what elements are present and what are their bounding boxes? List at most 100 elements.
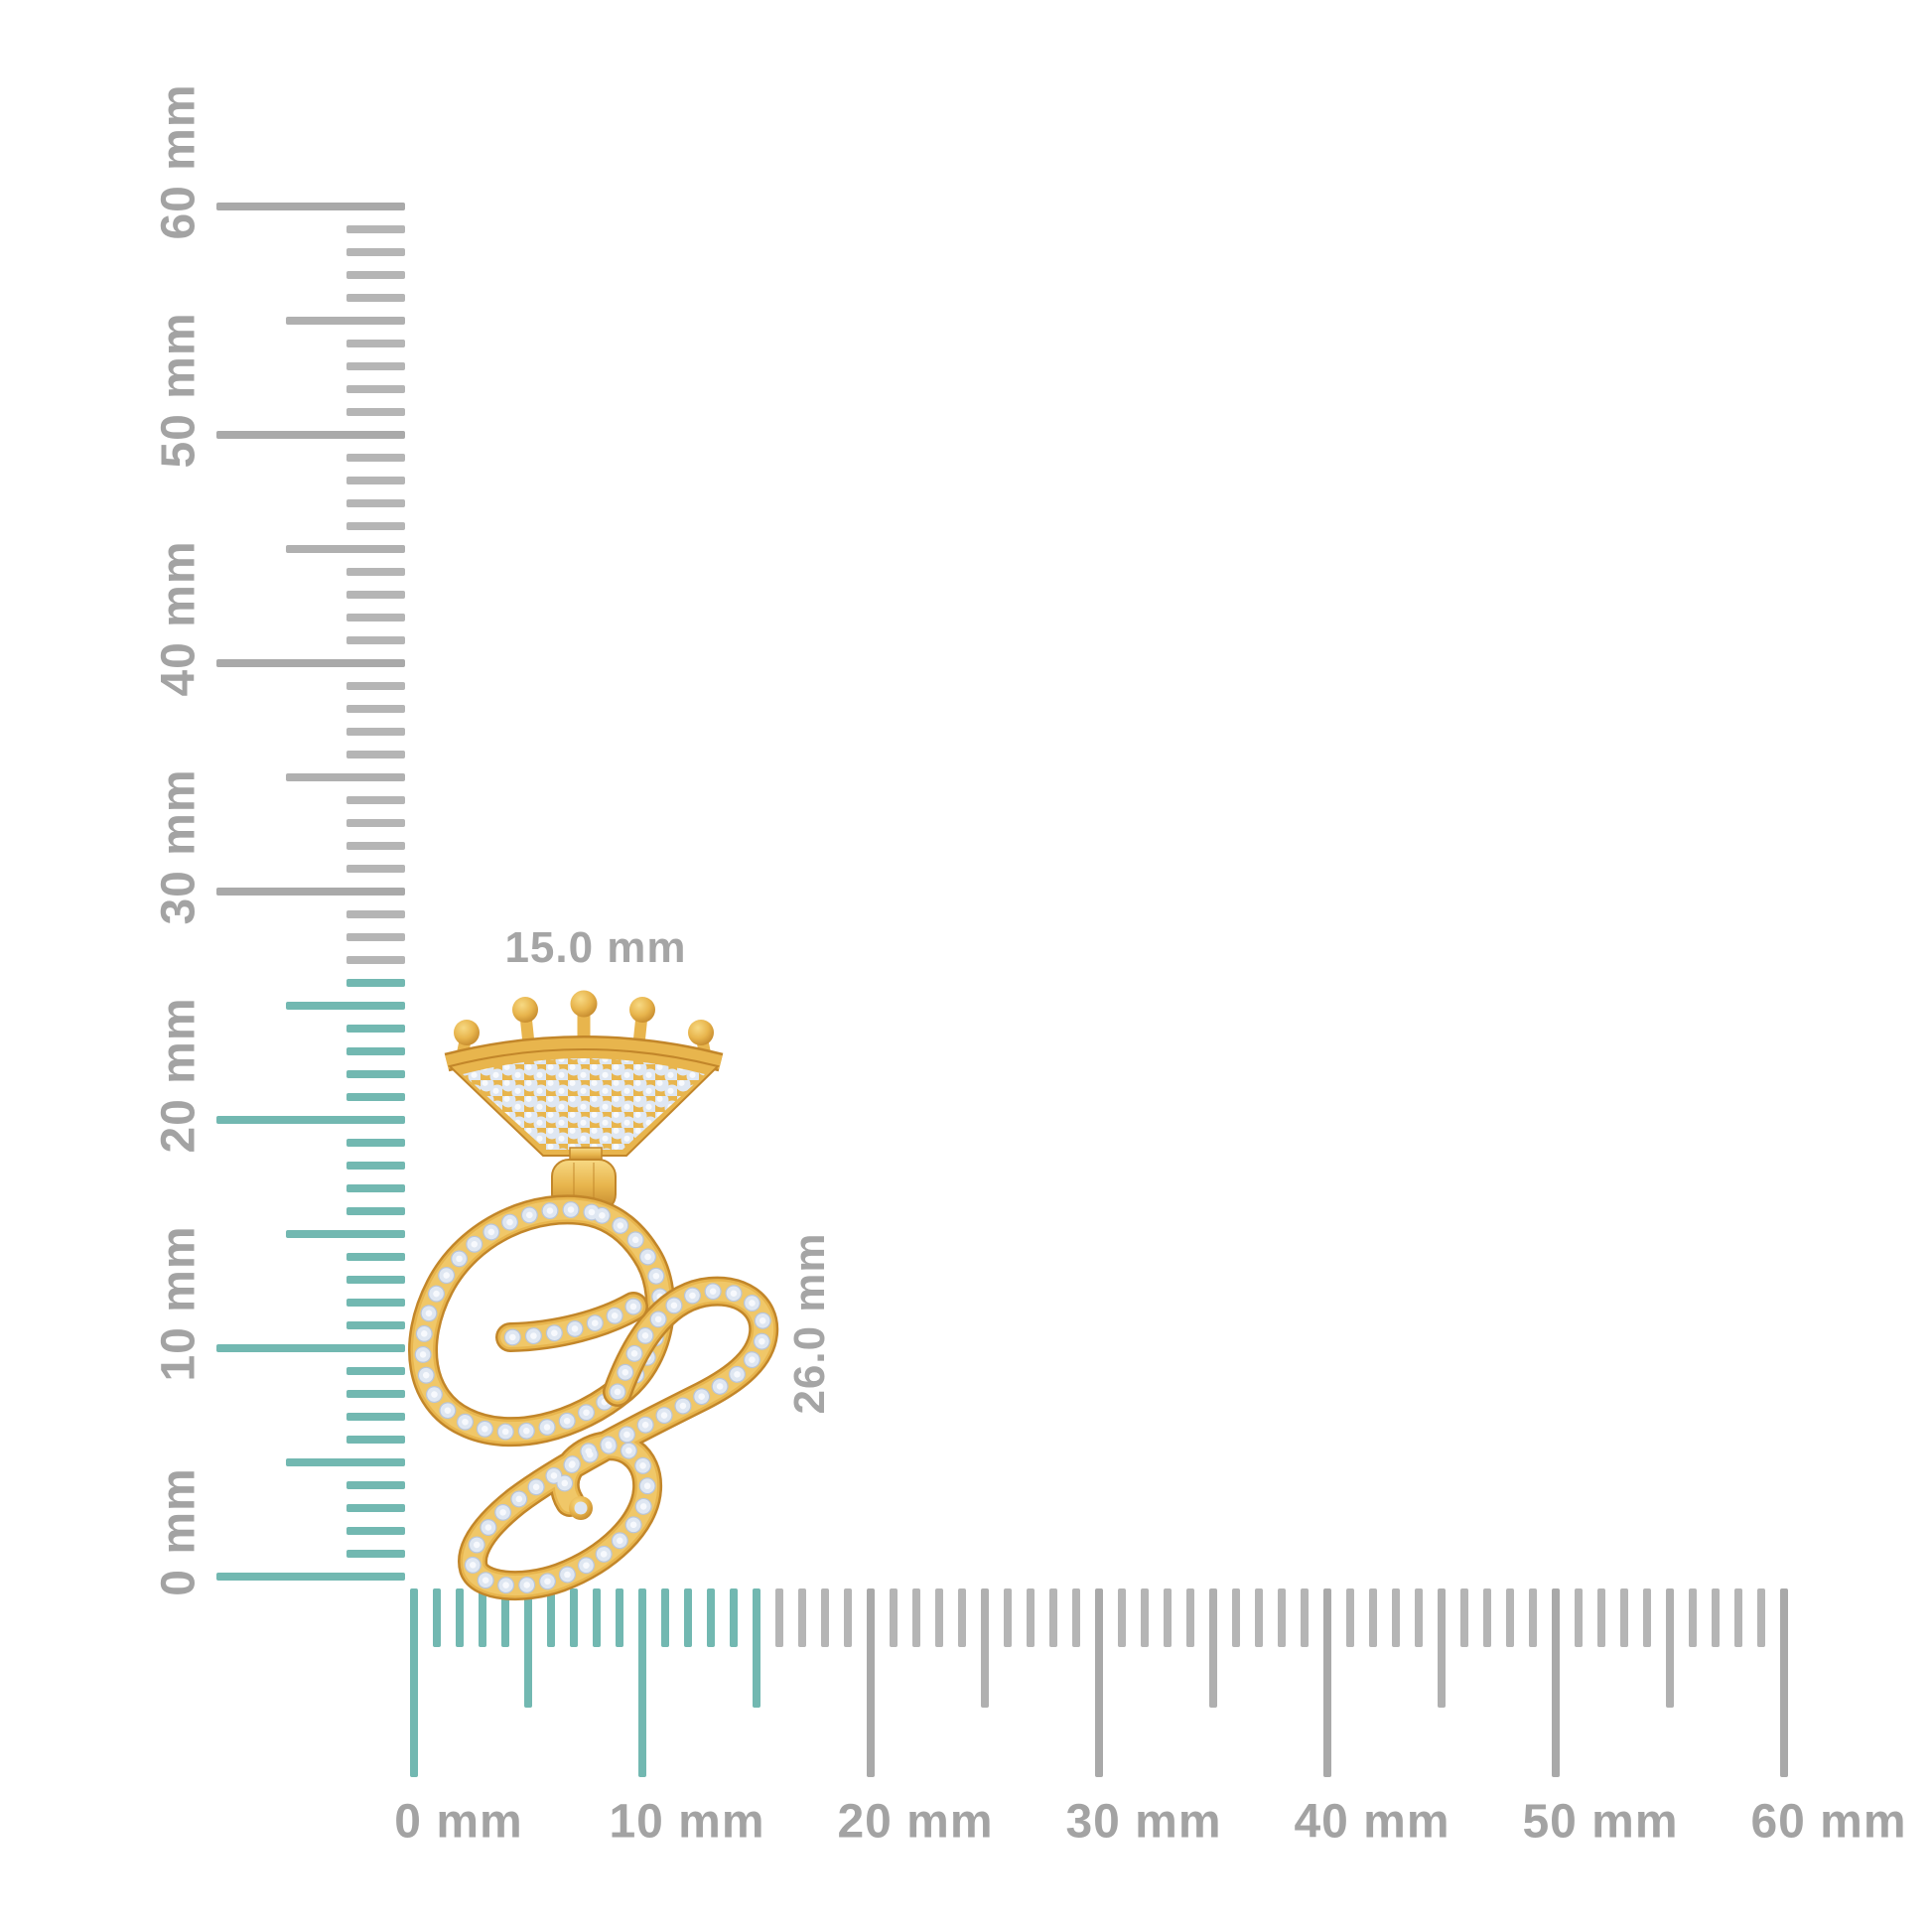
v-tick-40mm-major	[216, 659, 405, 667]
v-tick-51mm-minor	[346, 408, 405, 416]
h-tick-29mm-minor	[1072, 1588, 1080, 1647]
v-tick-29mm-minor	[346, 910, 405, 918]
v-tick-37mm-minor	[346, 728, 405, 736]
h-tick-40mm-major	[1323, 1588, 1331, 1777]
v-tick-30mm-major	[216, 888, 405, 896]
v-tick-1mm-minor	[346, 1550, 405, 1558]
h-tick-8mm-minor	[593, 1588, 601, 1647]
h-ruler-label-40mm: 40 mm	[1294, 1795, 1450, 1849]
crown-ball	[454, 1020, 480, 1045]
v-tick-35mm-medium	[286, 773, 405, 781]
v-tick-14mm-minor	[346, 1253, 405, 1261]
crown-stem	[519, 1005, 535, 1054]
crown-ornament	[444, 990, 724, 1157]
v-tick-18mm-minor	[346, 1162, 405, 1170]
crown-ball	[570, 990, 598, 1018]
h-tick-44mm-minor	[1415, 1588, 1423, 1647]
h-tick-57mm-minor	[1712, 1588, 1720, 1647]
v-tick-12mm-minor	[346, 1299, 405, 1307]
h-tick-11mm-minor	[661, 1588, 669, 1647]
h-tick-1mm-minor	[433, 1588, 441, 1647]
h-tick-19mm-minor	[844, 1588, 852, 1647]
v-tick-4mm-minor	[346, 1481, 405, 1489]
h-tick-10mm-major	[638, 1588, 646, 1777]
v-ruler-label-60mm: 60 mm	[152, 83, 206, 240]
v-tick-50mm-major	[216, 431, 405, 439]
h-tick-46mm-minor	[1460, 1588, 1468, 1647]
letter-c-tail-swirl	[458, 1276, 779, 1601]
crown-stem	[695, 1028, 712, 1064]
v-tick-46mm-minor	[346, 522, 405, 530]
pendant-height-label: 26.0 mm	[785, 1232, 834, 1415]
h-tick-35mm-medium	[1209, 1588, 1217, 1708]
v-tick-20mm-major	[216, 1116, 405, 1124]
h-tick-4mm-minor	[501, 1588, 509, 1647]
h-tick-28mm-minor	[1049, 1588, 1057, 1647]
v-tick-56mm-minor	[346, 294, 405, 302]
crown-fan	[448, 1048, 720, 1157]
v-tick-48mm-minor	[346, 477, 405, 484]
h-tick-50mm-major	[1552, 1588, 1560, 1777]
h-ruler-label-10mm: 10 mm	[609, 1795, 765, 1849]
v-tick-9mm-minor	[346, 1367, 405, 1375]
crown-ball	[512, 997, 538, 1023]
h-ruler-label-60mm: 60 mm	[1750, 1795, 1907, 1849]
v-tick-3mm-minor	[346, 1504, 405, 1512]
h-tick-27mm-minor	[1027, 1588, 1035, 1647]
v-tick-31mm-minor	[346, 865, 405, 873]
h-tick-5mm-medium	[524, 1588, 532, 1708]
h-tick-52mm-minor	[1597, 1588, 1605, 1647]
h-tick-2mm-minor	[456, 1588, 464, 1647]
h-tick-31mm-minor	[1118, 1588, 1126, 1647]
bail-neck	[569, 1147, 603, 1163]
v-tick-0mm-major	[216, 1573, 405, 1581]
v-tick-26mm-minor	[346, 979, 405, 987]
h-tick-18mm-minor	[821, 1588, 829, 1647]
v-tick-11mm-minor	[346, 1321, 405, 1329]
v-tick-7mm-minor	[346, 1413, 405, 1421]
v-tick-22mm-minor	[346, 1070, 405, 1078]
v-tick-32mm-minor	[346, 842, 405, 850]
h-tick-26mm-minor	[1004, 1588, 1012, 1647]
h-tick-6mm-minor	[547, 1588, 555, 1647]
v-tick-47mm-minor	[346, 499, 405, 507]
h-ruler-label-20mm: 20 mm	[837, 1795, 994, 1849]
h-tick-30mm-major	[1095, 1588, 1103, 1777]
h-tick-43mm-minor	[1392, 1588, 1400, 1647]
v-tick-17mm-minor	[346, 1184, 405, 1192]
v-tick-5mm-medium	[286, 1458, 405, 1466]
h-tick-42mm-minor	[1369, 1588, 1377, 1647]
h-tick-56mm-minor	[1689, 1588, 1697, 1647]
v-tick-38mm-minor	[346, 705, 405, 713]
v-tick-34mm-minor	[346, 796, 405, 804]
h-tick-47mm-minor	[1483, 1588, 1491, 1647]
h-tick-7mm-minor	[570, 1588, 578, 1647]
pendant-width-label: 15.0 mm	[504, 923, 687, 972]
v-tick-15mm-medium	[286, 1230, 405, 1238]
h-tick-22mm-minor	[912, 1588, 920, 1647]
v-ruler-label-30mm: 30 mm	[152, 768, 206, 925]
v-tick-8mm-minor	[346, 1390, 405, 1398]
h-tick-12mm-minor	[684, 1588, 692, 1647]
h-tick-0mm-major	[410, 1588, 418, 1777]
v-tick-52mm-minor	[346, 385, 405, 393]
v-tick-59mm-minor	[346, 225, 405, 233]
crown-ball	[629, 997, 655, 1023]
h-tick-55mm-medium	[1666, 1588, 1674, 1708]
v-tick-49mm-minor	[346, 454, 405, 462]
v-ruler-label-10mm: 10 mm	[152, 1225, 206, 1382]
bail-barrel	[551, 1159, 617, 1212]
v-tick-55mm-medium	[286, 317, 405, 325]
v-ruler-label-0mm: 0 mm	[152, 1467, 206, 1596]
h-tick-32mm-minor	[1141, 1588, 1149, 1647]
v-tick-10mm-major	[216, 1344, 405, 1352]
v-tick-39mm-minor	[346, 682, 405, 690]
v-tick-19mm-minor	[346, 1139, 405, 1147]
letter-c-upper-loop	[408, 1194, 676, 1448]
h-ruler-label-30mm: 30 mm	[1065, 1795, 1222, 1849]
v-tick-57mm-minor	[346, 271, 405, 279]
h-tick-13mm-minor	[707, 1588, 715, 1647]
h-tick-39mm-minor	[1301, 1588, 1309, 1647]
v-tick-16mm-minor	[346, 1207, 405, 1215]
v-tick-42mm-minor	[346, 614, 405, 621]
